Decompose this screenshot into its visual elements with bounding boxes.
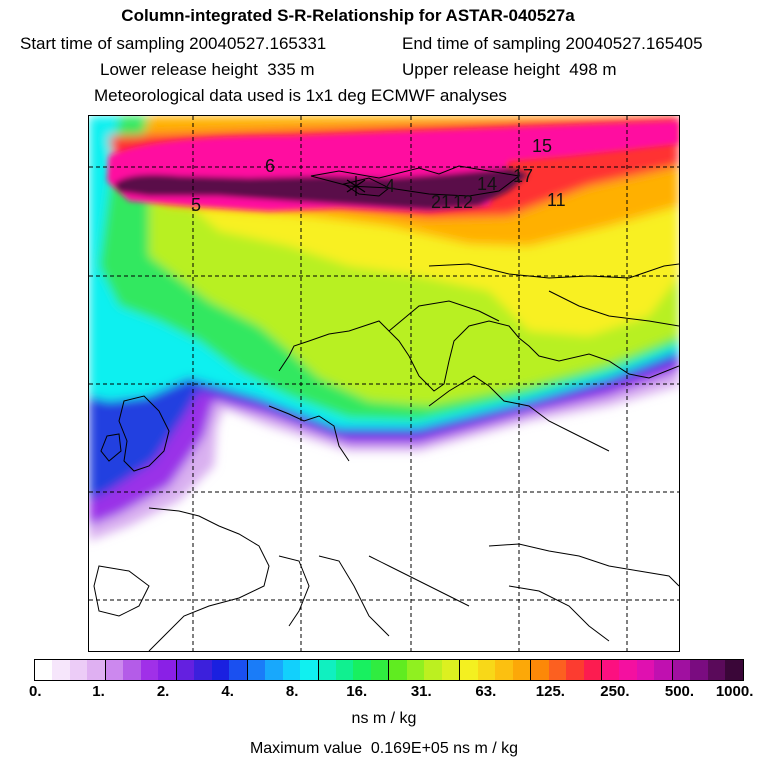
colorbar-tick-label: 31. [410, 683, 432, 700]
colorbar-segment [229, 660, 248, 680]
colorbar-tick-label: 500. [664, 683, 695, 700]
colorbar [34, 659, 744, 681]
colorbar-segment [335, 660, 354, 680]
colorbar-segment [211, 660, 230, 680]
upper-release-value: 498 m [569, 60, 617, 79]
start-time-label: Start time of sampling [20, 34, 185, 53]
field-purple [114, 168, 529, 210]
colorbar-segment [158, 660, 177, 680]
colorbar-segment [495, 660, 513, 680]
lower-release-height: Lower release height 335 m [100, 60, 315, 80]
sr-map: 15 6 14 17 4 21 12 5 11 [88, 115, 680, 652]
colorbar-segment [602, 660, 620, 680]
colorbar-segment [654, 660, 673, 680]
lower-release-value: 335 m [267, 60, 315, 79]
contour-label: 4 [385, 176, 395, 196]
contour-label-group: 15 6 14 17 4 21 12 5 11 [191, 136, 566, 215]
plot-title: Column-integrated S-R-Relationship for A… [121, 6, 575, 25]
colorbar-segment [247, 660, 266, 680]
colorbar-tick-label: 16. [346, 683, 368, 700]
colorbar-segment [512, 660, 532, 680]
colorbar-segment [389, 660, 407, 680]
end-time-value: 20040527.165405 [565, 34, 703, 53]
colorbar-tick-label: 4. [221, 683, 234, 700]
contour-label: 12 [453, 192, 473, 212]
colorbar-segment [566, 660, 584, 680]
upper-release-label: Upper release height [402, 60, 560, 79]
colorbar-segment [300, 660, 319, 680]
colorbar-segment [282, 660, 301, 680]
start-time-value: 20040527.165331 [189, 34, 327, 53]
colorbar-segment [441, 660, 461, 680]
colorbar-segment [194, 660, 212, 680]
colorbar-segment [583, 660, 602, 680]
colorbar-segment [707, 660, 726, 680]
colorbar-segment [672, 660, 691, 680]
colorbar-unit: ns m / kg [351, 710, 417, 727]
colorbar-segment [619, 660, 637, 680]
colorbar-tick-label: 1000. [715, 683, 754, 700]
contour-label: 14 [477, 174, 497, 194]
colorbar-segment [318, 660, 336, 680]
colorbar-segment [725, 660, 743, 680]
colorbar-segment [406, 660, 425, 680]
colorbar-segment [477, 660, 496, 680]
colorbar-segment [123, 660, 141, 680]
maximum-value-label: Maximum value [249, 740, 362, 757]
colorbar-segment [140, 660, 159, 680]
end-time-label: End time of sampling [402, 34, 561, 53]
lower-release-label: Lower release height [100, 60, 258, 79]
colorbar-tick-label: 8. [285, 683, 299, 700]
maximum-value: 0.169E+05 ns m / kg [370, 740, 519, 757]
colorbar-tick-label: 0. [28, 683, 42, 700]
met-data-line: Meteorological data used is 1x1 deg ECMW… [94, 86, 507, 105]
map-canvas: 15 6 14 17 4 21 12 5 11 [89, 116, 679, 651]
maximum-value-line: Maximum value 0.169E+05 ns m / kg [0, 740, 768, 758]
colorbar-segment [176, 660, 195, 680]
upper-release-height: Upper release height 498 m [402, 60, 617, 80]
colorbar-tick-label: 125. [535, 683, 565, 700]
colorbar-segment [265, 660, 283, 680]
coastlines [93, 165, 679, 651]
colorbar-segment [548, 660, 567, 680]
colorbar-segment [87, 660, 106, 680]
end-time: End time of sampling 20040527.165405 [402, 34, 703, 54]
contour-label: 15 [532, 136, 552, 156]
start-time: Start time of sampling 20040527.165331 [20, 34, 326, 54]
colorbar-segment [52, 660, 70, 680]
colorbar-segment [69, 660, 88, 680]
contour-label: 21 [431, 192, 451, 212]
colorbar-segment [690, 660, 708, 680]
colorbar-segment [35, 660, 53, 680]
colorbar-segment [105, 660, 124, 680]
contour-label: 6 [265, 156, 275, 176]
colorbar-segment [370, 660, 390, 680]
contour-label: 17 [513, 166, 533, 186]
colorbar-tick-label: 250. [600, 683, 630, 700]
contour-label: 11 [547, 190, 566, 210]
colorbar-tick-label: 2. [156, 683, 170, 700]
colorbar-tick-label: 1. [92, 683, 105, 700]
contour-label: 5 [191, 195, 201, 215]
colorbar-segment [353, 660, 371, 680]
colorbar-segment [531, 660, 549, 680]
release-site-marker [346, 176, 366, 196]
colorbar-segment [636, 660, 655, 680]
colorbar-segment [424, 660, 442, 680]
graticule [89, 116, 679, 651]
colorbar-segment [460, 660, 478, 680]
colorbar-tick-label: 63. [475, 683, 497, 700]
